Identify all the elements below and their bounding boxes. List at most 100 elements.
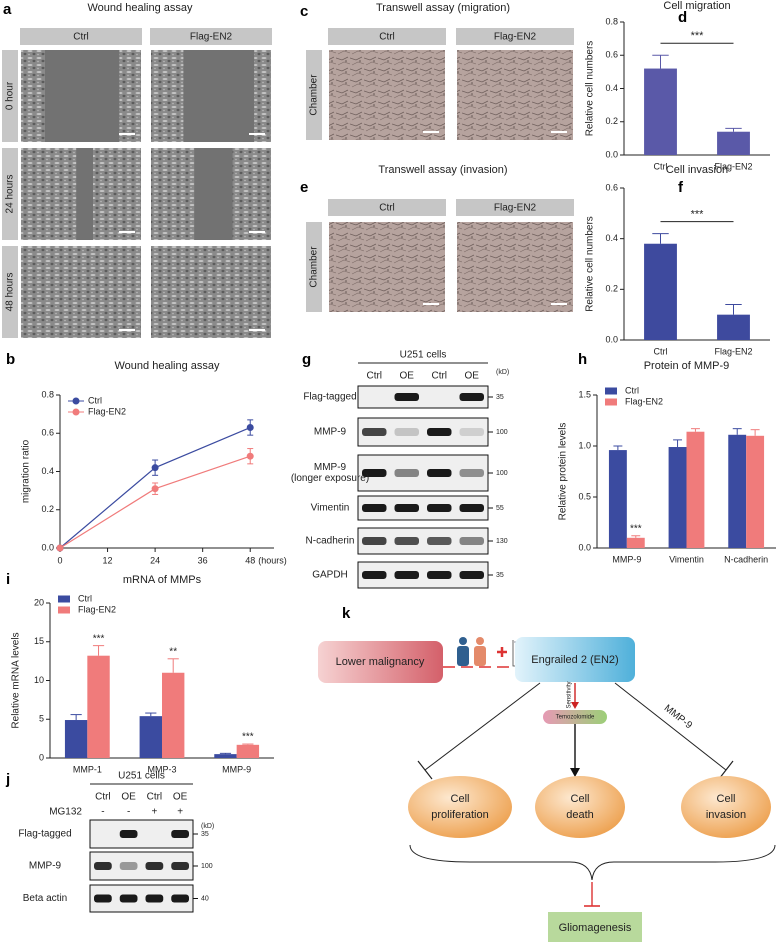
column-header <box>20 28 142 45</box>
bar <box>717 314 750 340</box>
node-box <box>548 912 642 942</box>
kd-label: 100 <box>496 429 508 436</box>
brace <box>409 844 776 881</box>
legend-marker <box>72 397 80 405</box>
node-label: Engrailed 2 (EN2) <box>531 654 618 666</box>
band <box>459 571 484 579</box>
outcome-label: death <box>566 809 594 821</box>
panel-title: Transwell assay (migration) <box>376 2 510 14</box>
band <box>362 571 387 579</box>
band <box>145 862 164 870</box>
bar <box>626 537 645 548</box>
bar <box>236 744 260 758</box>
x-tick-label: Flag-EN2 <box>714 346 752 356</box>
micrograph-cells <box>81 246 141 338</box>
y-tick-label: 0.0 <box>605 149 618 159</box>
y-tick-label: 0.4 <box>605 233 618 243</box>
micrograph-cells <box>21 50 45 142</box>
band <box>394 504 419 512</box>
y-tick-label: 0.8 <box>41 389 54 399</box>
node-label: Gliomagenesis <box>559 922 632 934</box>
unit-label: (kD) <box>201 823 214 830</box>
kd-label: 35 <box>496 394 504 401</box>
column-label: Flag-EN2 <box>494 203 537 214</box>
y-tick-label: 0.0 <box>605 334 618 344</box>
x-tick-label: MMP-3 <box>148 764 177 774</box>
panel-label: e <box>300 179 308 196</box>
column-label: Ctrl <box>379 203 395 214</box>
band <box>427 571 452 579</box>
y-tick-label: 0.2 <box>605 284 618 294</box>
legend-swatch <box>58 595 70 603</box>
bar <box>87 655 110 758</box>
blot-label: MMP-9 <box>314 427 347 438</box>
panel-title: Wound healing assay <box>88 2 193 14</box>
row-label: 48 hours <box>5 273 16 312</box>
bar <box>64 720 88 758</box>
band <box>119 894 138 903</box>
y-axis-label: Relative mRNA levels <box>11 632 22 728</box>
micrograph <box>457 222 573 312</box>
row-label: 0 hour <box>5 81 16 110</box>
x-tick-label: 24 <box>150 555 160 565</box>
inhibition-line <box>614 682 727 771</box>
blot-label: GAPDH <box>312 570 348 581</box>
column-header <box>456 199 574 216</box>
y-tick-label: 0 <box>39 752 44 762</box>
y-tick-label: 0.6 <box>605 50 618 60</box>
legend-label: Ctrl <box>78 593 92 603</box>
lane-label: Ctrl <box>147 792 163 803</box>
band <box>459 469 484 477</box>
panel-label: k <box>342 605 351 622</box>
point <box>56 544 64 552</box>
micrograph-cells <box>21 148 77 240</box>
micrograph-cells <box>93 148 141 240</box>
micrograph-cells <box>254 50 271 142</box>
arrow-head <box>570 768 580 777</box>
kd-label: 100 <box>201 863 213 870</box>
band <box>459 504 484 512</box>
x-tick-label: 12 <box>103 555 113 565</box>
band <box>119 830 138 838</box>
column-header <box>328 28 446 45</box>
legend-label: Ctrl <box>625 385 639 395</box>
y-tick-label: 10 <box>34 675 44 685</box>
kd-label: 55 <box>496 505 504 512</box>
blot-label: MMP-9 <box>29 861 62 872</box>
row-label: 24 hours <box>5 175 16 214</box>
kd-label: 130 <box>496 538 508 545</box>
point <box>151 464 159 472</box>
lane-label: Ctrl <box>431 371 447 382</box>
bar <box>746 435 765 548</box>
lane-label: Ctrl <box>366 371 382 382</box>
legend-swatch <box>58 606 70 614</box>
y-axis-label: Relative cell numbers <box>585 216 596 312</box>
band <box>427 428 452 436</box>
y-tick-label: 0.6 <box>41 428 54 438</box>
legend-label: Ctrl <box>88 395 102 405</box>
band <box>119 862 138 870</box>
panel-label: d <box>678 9 687 26</box>
x-tick-label: N-cadherin <box>724 554 768 564</box>
legend-label: Flag-EN2 <box>78 604 116 614</box>
micrograph-cells <box>232 148 271 240</box>
legend-swatch <box>605 398 617 406</box>
kd-label: 100 <box>496 470 508 477</box>
y-tick-label: 0.0 <box>578 542 591 552</box>
micrograph-cells <box>211 246 271 338</box>
band <box>362 469 387 477</box>
treatment-mark: - <box>127 807 130 818</box>
x-tick-label: 0 <box>57 555 62 565</box>
point <box>246 452 254 460</box>
band <box>171 862 189 870</box>
outcome-label: Cell <box>451 793 470 805</box>
outcome-node <box>681 776 771 838</box>
treatment-mark: + <box>151 807 157 818</box>
band <box>394 428 419 436</box>
chart-title: Cell invasion <box>666 164 728 176</box>
band <box>145 894 164 903</box>
outcome-label: invasion <box>706 809 746 821</box>
blot-header: U251 cells <box>400 350 447 361</box>
x-axis-label: (hours) <box>258 555 287 565</box>
